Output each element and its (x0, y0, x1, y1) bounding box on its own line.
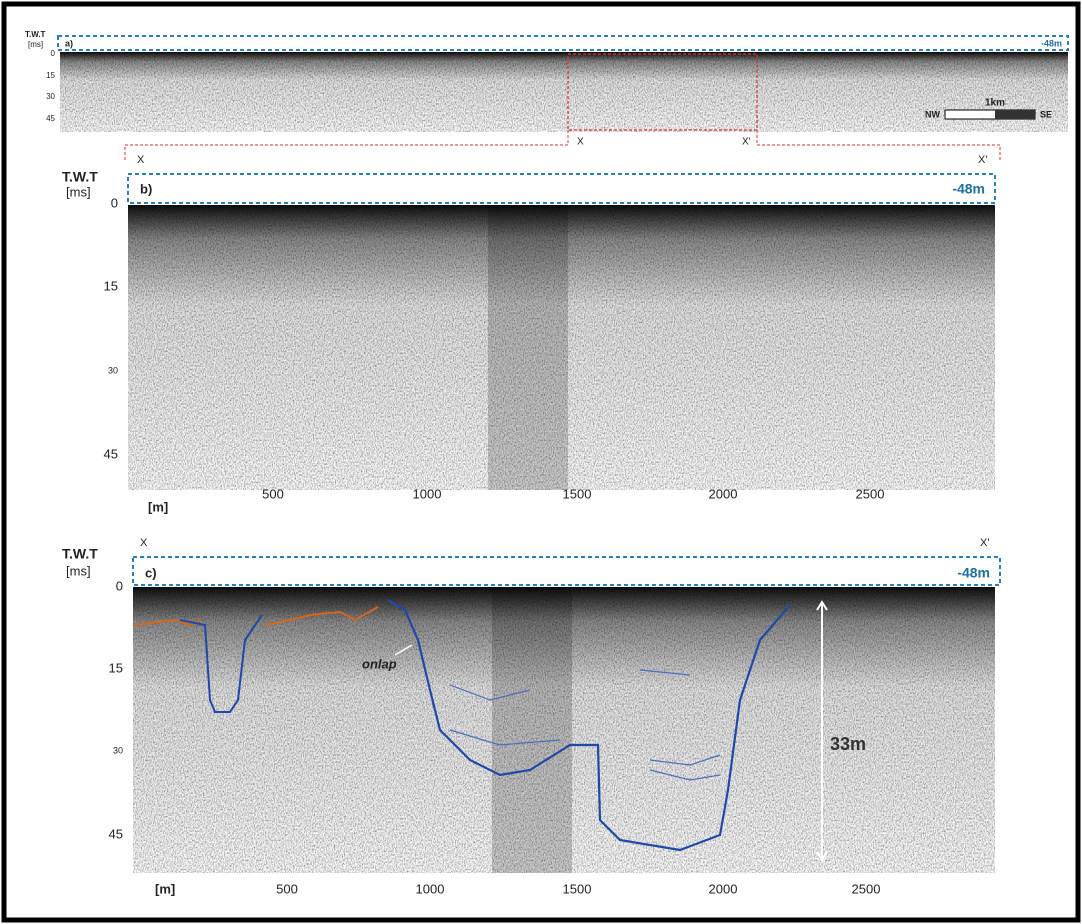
y-tick-label: 0 (51, 49, 56, 58)
panel-b: X X' T.W.T [ms] b) -48m [m] (62, 154, 995, 515)
axis-title: T.W.T (62, 169, 98, 185)
scale-length: 1km (985, 98, 1005, 109)
x-unit: [m] (155, 881, 175, 896)
y-tick-label: 30 (113, 745, 123, 755)
axis-unit: [ms] (28, 40, 43, 49)
noise-band (488, 205, 568, 490)
x-tick-label: 500 (276, 881, 298, 896)
y-tick-label: 15 (109, 660, 123, 675)
y-tick-label: 30 (108, 365, 118, 375)
x-tick-label: 2500 (856, 486, 885, 501)
figure: T.W.T [ms] a) -48m X X' 1km NW SE X X' T… (0, 0, 1082, 924)
depth-label: -48m (957, 565, 990, 581)
x-tick-label: 2000 (709, 486, 738, 501)
y-tick-label: 45 (109, 826, 123, 841)
x-tick-label: 1500 (563, 881, 592, 896)
seafloor-shade (60, 52, 1068, 132)
x-tick-label: 2000 (709, 881, 738, 896)
scale-bar-fill (995, 110, 1035, 119)
x-tick-label: 1500 (563, 486, 592, 501)
y-tick-label: 45 (104, 446, 118, 461)
depth-label: -48m (1041, 38, 1062, 48)
y-tick-label: 30 (46, 92, 55, 101)
axis-unit: [ms] (66, 184, 91, 199)
x-unit: [m] (148, 499, 168, 514)
section-start: X (140, 537, 148, 549)
panel-label: a) (65, 38, 73, 48)
x-tick-label: 2500 (852, 881, 881, 896)
axis-unit: [ms] (66, 563, 91, 578)
section-end: X' (980, 537, 989, 549)
x-tick-label: 500 (262, 486, 284, 501)
y-tick-label: 0 (116, 578, 123, 593)
y-tick-label: 0 (111, 195, 118, 210)
y-tick-label: 15 (46, 71, 55, 80)
y-tick-label: 15 (104, 278, 118, 293)
axis-title: T.W.T (25, 30, 46, 39)
depth-label: -48m (952, 181, 985, 197)
scale-right: SE (1040, 109, 1052, 119)
section-end: X' (742, 137, 751, 148)
panel-label: c) (145, 565, 157, 580)
noise-band (492, 587, 572, 873)
panel-c: X X' T.W.T [ms] c) -48m 33m onlap [m] (62, 537, 1000, 897)
section-end: X' (978, 154, 987, 166)
section-start: X (577, 137, 584, 148)
onlap-label: onlap (362, 656, 397, 671)
panel-label: b) (140, 181, 152, 196)
section-start: X (137, 154, 145, 166)
x-tick-label: 1000 (416, 881, 445, 896)
y-tick-label: 45 (46, 114, 55, 123)
scale-left: NW (925, 109, 940, 119)
thickness-label: 33m (830, 734, 866, 754)
x-tick-label: 1000 (413, 486, 442, 501)
axis-title: T.W.T (62, 546, 98, 562)
